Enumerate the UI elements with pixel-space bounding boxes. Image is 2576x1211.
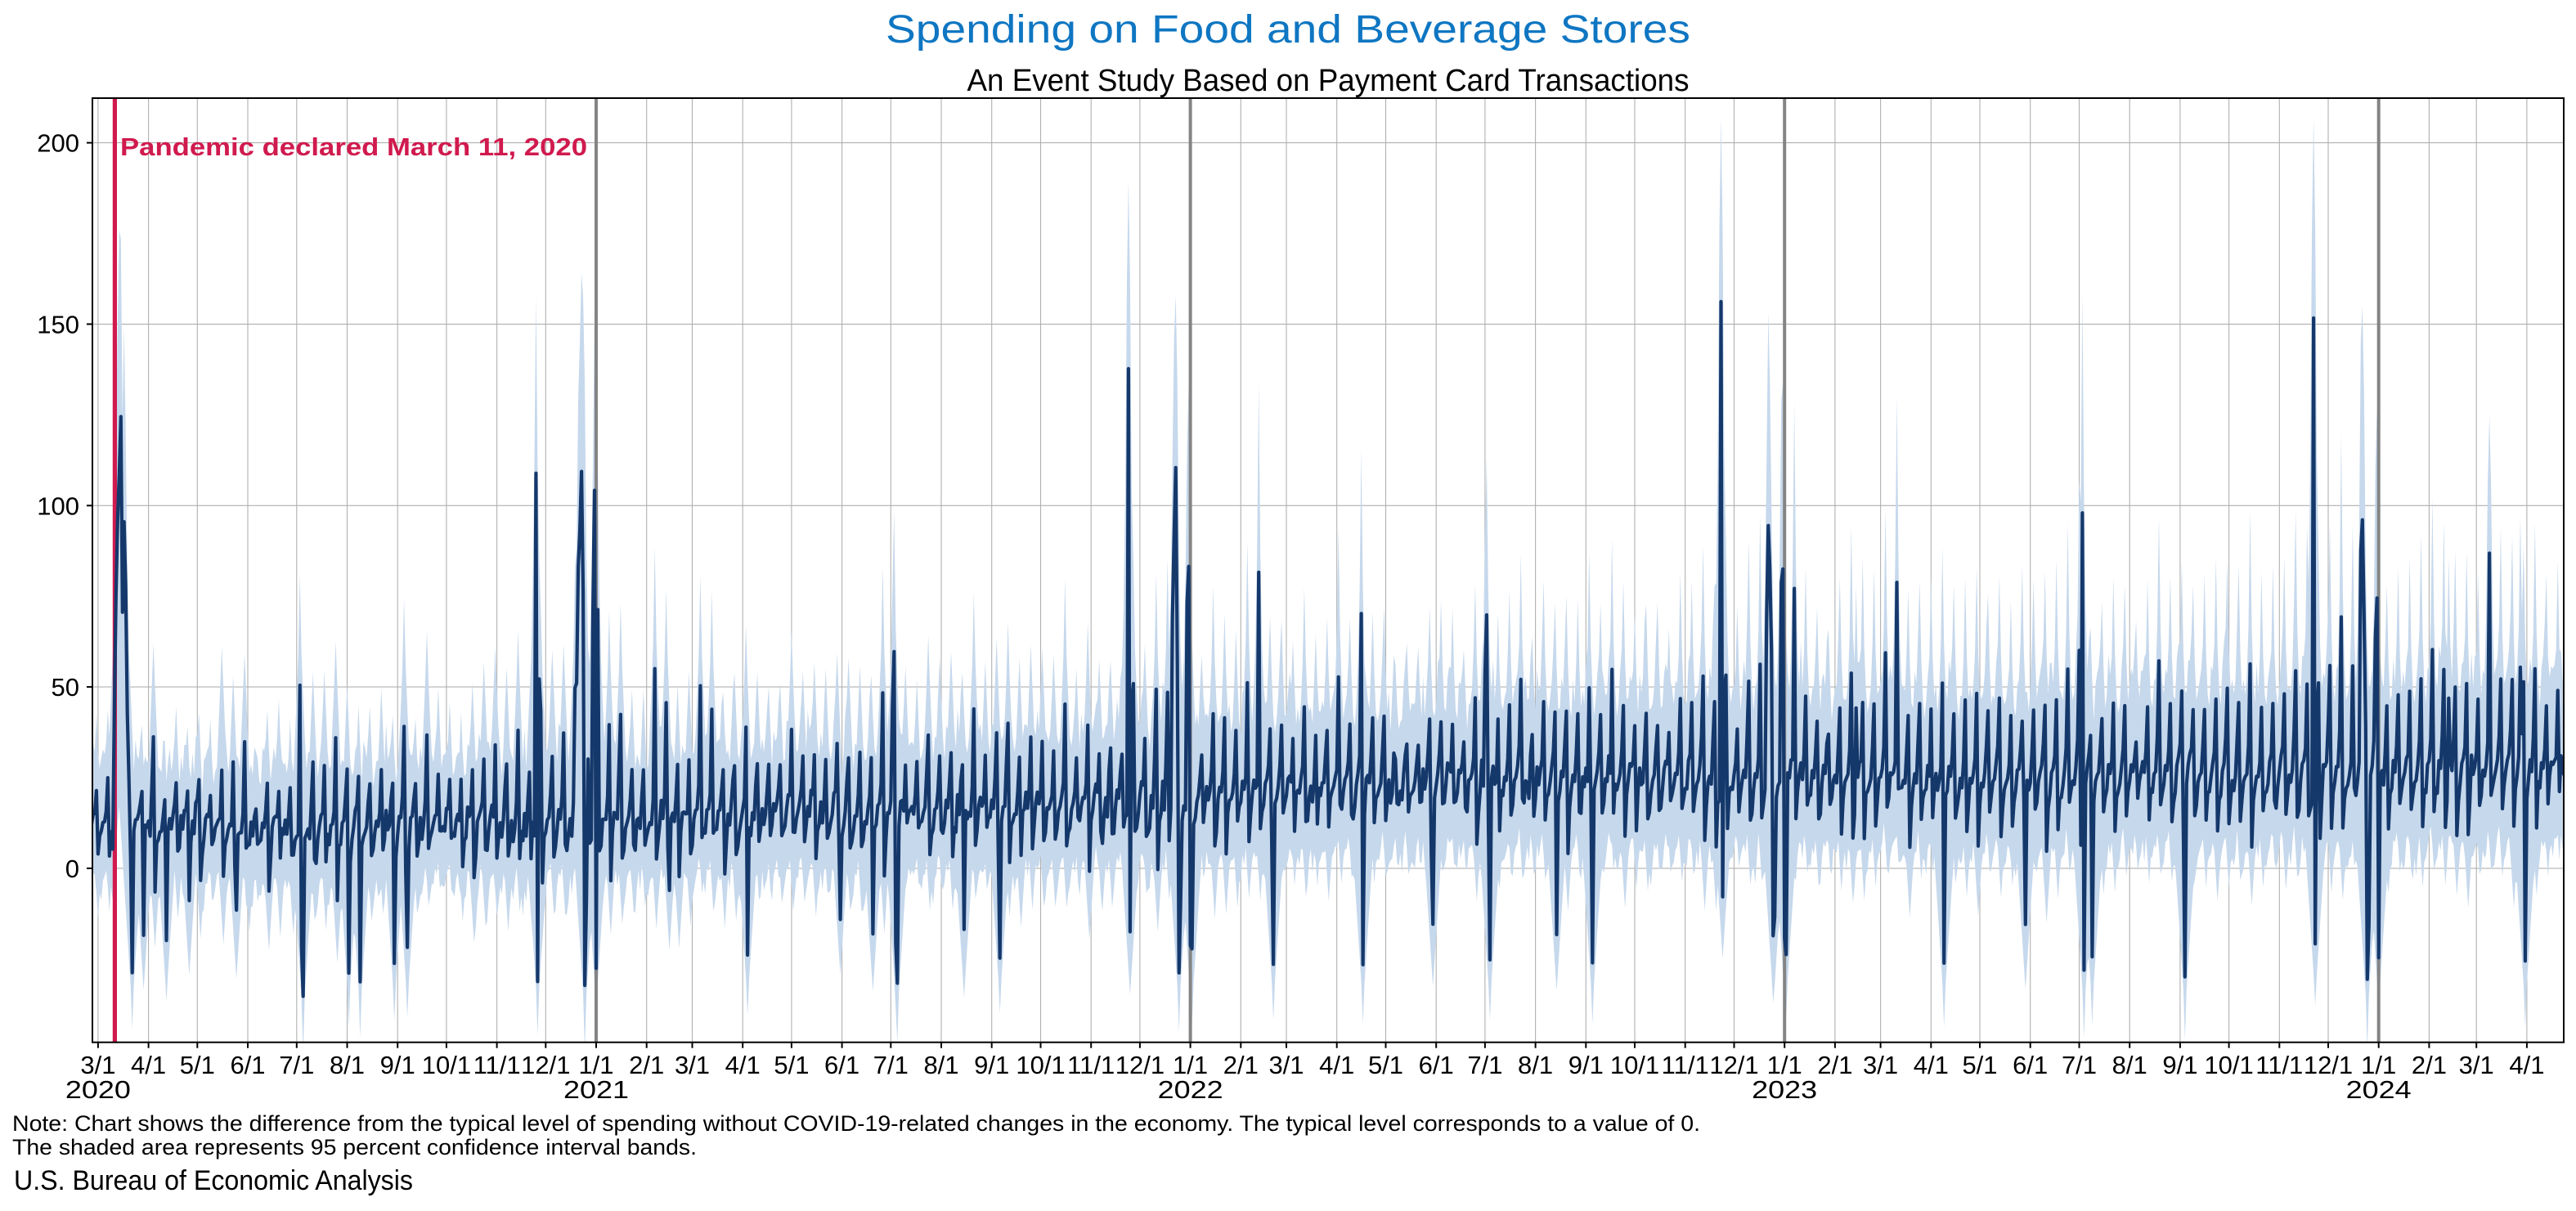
svg-text:3/1: 3/1 (2459, 1051, 2494, 1079)
svg-text:6/1: 6/1 (1419, 1051, 1454, 1079)
svg-text:2/1: 2/1 (2412, 1051, 2447, 1079)
svg-text:10/1: 10/1 (1016, 1051, 1065, 1079)
svg-text:3/1: 3/1 (1268, 1051, 1304, 1079)
svg-text:4/1: 4/1 (131, 1051, 166, 1079)
svg-text:12/1: 12/1 (2304, 1051, 2353, 1079)
svg-text:10/1: 10/1 (1610, 1051, 1659, 1079)
svg-text:2/1: 2/1 (629, 1051, 664, 1079)
svg-text:3/1: 3/1 (675, 1051, 710, 1079)
svg-text:5/1: 5/1 (774, 1051, 809, 1079)
svg-text:An Event Study Based on Paymen: An Event Study Based on Payment Card Tra… (967, 64, 1690, 98)
svg-text:4/1: 4/1 (1914, 1051, 1949, 1079)
svg-text:11/1: 11/1 (2255, 1051, 2303, 1079)
svg-text:4/1: 4/1 (2509, 1051, 2544, 1079)
svg-text:100: 100 (37, 491, 79, 520)
svg-text:8/1: 8/1 (330, 1051, 365, 1079)
svg-text:1/1: 1/1 (1173, 1051, 1208, 1079)
svg-text:1/1: 1/1 (578, 1051, 613, 1079)
svg-text:5/1: 5/1 (1962, 1051, 1997, 1079)
svg-text:8/1: 8/1 (2112, 1051, 2147, 1079)
svg-text:U.S. Bureau of Economic Analys: U.S. Bureau of Economic Analysis (14, 1165, 413, 1196)
svg-text:7/1: 7/1 (2062, 1051, 2097, 1079)
svg-text:9/1: 9/1 (380, 1051, 415, 1079)
svg-text:1/1: 1/1 (2361, 1051, 2396, 1079)
svg-text:9/1: 9/1 (2162, 1051, 2197, 1079)
svg-text:11/1: 11/1 (1067, 1051, 1115, 1079)
svg-text:6/1: 6/1 (2013, 1051, 2048, 1079)
svg-text:6/1: 6/1 (824, 1051, 859, 1079)
svg-text:2/1: 2/1 (1223, 1051, 1259, 1079)
svg-text:9/1: 9/1 (1568, 1051, 1604, 1079)
svg-text:Pandemic declared March 11, 20: Pandemic declared March 11, 2020 (120, 132, 587, 161)
svg-text:9/1: 9/1 (974, 1051, 1009, 1079)
svg-text:6/1: 6/1 (230, 1051, 265, 1079)
svg-text:5/1: 5/1 (180, 1051, 215, 1079)
svg-text:8/1: 8/1 (923, 1051, 958, 1079)
svg-text:12/1: 12/1 (521, 1051, 570, 1079)
svg-text:50: 50 (52, 673, 79, 702)
svg-text:200: 200 (37, 129, 79, 158)
svg-text:2/1: 2/1 (1817, 1051, 1852, 1079)
svg-text:10/1: 10/1 (2204, 1051, 2253, 1079)
svg-text:11/1: 11/1 (473, 1051, 521, 1079)
svg-text:5/1: 5/1 (1368, 1051, 1403, 1079)
svg-text:10/1: 10/1 (422, 1051, 471, 1079)
svg-text:3/1: 3/1 (80, 1051, 115, 1079)
svg-text:Note: Chart shows the differen: Note: Chart shows the difference from th… (12, 1111, 1700, 1136)
svg-text:4/1: 4/1 (1319, 1051, 1354, 1079)
svg-text:4/1: 4/1 (725, 1051, 761, 1079)
svg-text:7/1: 7/1 (873, 1051, 909, 1079)
svg-text:3/1: 3/1 (1863, 1051, 1898, 1079)
svg-text:2021: 2021 (563, 1075, 629, 1104)
svg-text:Spending on Food and Beverage: Spending on Food and Beverage Stores (886, 8, 1690, 52)
svg-text:1/1: 1/1 (1767, 1051, 1802, 1079)
svg-text:2020: 2020 (65, 1075, 131, 1104)
svg-text:150: 150 (37, 311, 79, 339)
svg-text:2023: 2023 (1752, 1075, 1817, 1104)
svg-text:11/1: 11/1 (1662, 1051, 1709, 1079)
svg-text:2024: 2024 (2346, 1075, 2412, 1104)
svg-text:7/1: 7/1 (1467, 1051, 1502, 1079)
svg-text:12/1: 12/1 (1709, 1051, 1758, 1079)
svg-text:7/1: 7/1 (279, 1051, 314, 1079)
svg-text:2022: 2022 (1158, 1075, 1223, 1104)
svg-text:0: 0 (65, 854, 79, 883)
svg-text:The shaded area represents 95: The shaded area represents 95 percent co… (12, 1135, 697, 1159)
svg-text:12/1: 12/1 (1115, 1051, 1165, 1079)
svg-text:8/1: 8/1 (1518, 1051, 1553, 1079)
